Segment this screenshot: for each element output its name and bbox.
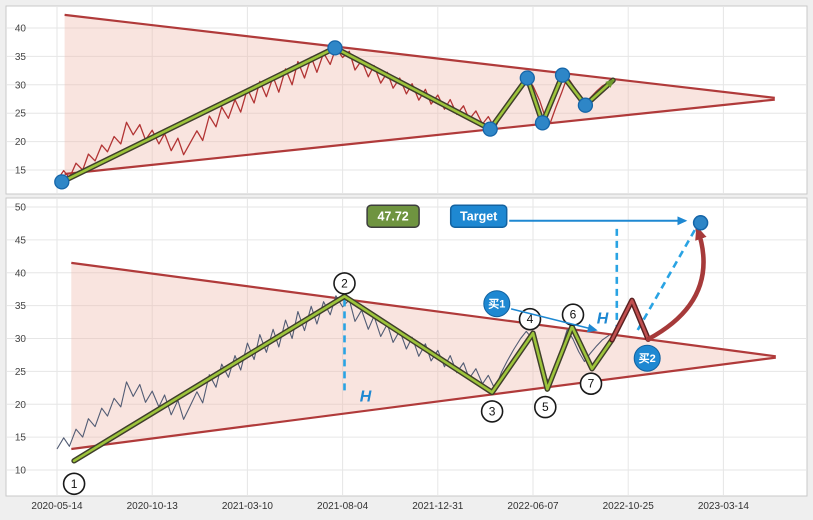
y-axis-tick-label: 20 xyxy=(15,137,27,148)
projection-arrow-curve xyxy=(645,225,707,342)
price-line xyxy=(56,295,610,450)
buy-pointer-arrow xyxy=(510,308,598,333)
pivot-dot xyxy=(554,67,571,83)
value-badge-label: 47.72 xyxy=(377,210,408,224)
buy1-marker: 买1 xyxy=(483,290,598,333)
y-axis-tick-label: 15 xyxy=(15,166,27,177)
pivot-dot xyxy=(482,121,498,137)
numbered-pivot-1: 1 xyxy=(62,472,86,496)
upper-panel-bg xyxy=(5,5,808,195)
numbered-pivot-6: 6 xyxy=(561,303,585,327)
target-badge: Target xyxy=(449,204,688,228)
buy-label: 买2 xyxy=(639,352,656,365)
y-axis-tick-label: 40 xyxy=(15,268,27,279)
x-axis-date-label: 2020-10-13 xyxy=(127,501,179,512)
pivot-number-label: 2 xyxy=(341,276,348,290)
pivot-dot xyxy=(577,97,594,113)
value-badge: 47.72 xyxy=(366,204,420,228)
numbered-pivot-3: 3 xyxy=(480,400,504,423)
triangle-lower-line xyxy=(71,356,776,451)
pivot-dot xyxy=(519,70,535,86)
gridlines xyxy=(7,199,806,495)
pivot-number-label: 7 xyxy=(588,377,595,391)
numbered-pivot-7: 7 xyxy=(579,372,603,396)
triangle-fill xyxy=(71,262,776,449)
x-axis-date-label: 2021-08-04 xyxy=(317,501,369,512)
h-measure-label: H xyxy=(597,310,609,327)
numbered-pivot-4: 4 xyxy=(518,307,542,331)
x-axis-date-label: 2022-06-07 xyxy=(507,501,559,512)
pivot-number-label: 5 xyxy=(542,400,549,414)
target-point xyxy=(692,215,709,231)
pivot-dot xyxy=(534,115,551,131)
y-axis-tick-label: 15 xyxy=(15,433,27,444)
x-axis-date-label: 2021-12-31 xyxy=(412,501,464,512)
red-impulse-line xyxy=(610,299,650,342)
triangle-upper-line xyxy=(71,261,776,358)
target-badge-label: Target xyxy=(460,210,498,224)
buy2-marker: 买2 xyxy=(633,344,661,372)
buy-label: 买1 xyxy=(488,298,505,311)
numbered-pivot-5: 5 xyxy=(533,395,557,419)
x-axis-date-label: 2023-03-14 xyxy=(698,501,750,512)
pivot-dot xyxy=(327,40,343,56)
pivot-number-label: 1 xyxy=(71,477,78,491)
pivot-dot xyxy=(54,174,70,190)
pivot-number-label: 4 xyxy=(527,312,534,326)
x-axis-date-label: 2022-10-25 xyxy=(603,501,655,512)
triangle-lower-line xyxy=(64,98,775,176)
x-axis-date-label: 2020-05-14 xyxy=(31,501,83,512)
x-axis-date-label: 2021-03-10 xyxy=(222,501,274,512)
y-axis-tick-label: 30 xyxy=(15,80,27,91)
upper-panel: 15 20 25 30 35 40 xyxy=(5,5,808,195)
numbered-pivot-2: 2 xyxy=(333,272,356,295)
pivot-number-label: 6 xyxy=(570,308,577,322)
triangle-upper-line xyxy=(64,13,775,99)
y-axis-tick-label: 20 xyxy=(15,400,27,411)
y-axis-tick-label: 50 xyxy=(15,203,27,214)
pivot-number-label: 3 xyxy=(489,404,496,418)
zigzag-line xyxy=(72,295,614,463)
y-axis-tick-label: 25 xyxy=(15,367,27,378)
y-axis-tick-label: 45 xyxy=(15,235,27,246)
y-axis-tick-label: 40 xyxy=(15,24,27,35)
y-axis-tick-label: 35 xyxy=(15,301,27,312)
y-axis-tick-label: 10 xyxy=(15,466,27,477)
h-measure-label: H xyxy=(360,389,372,406)
y-axis-tick-label: 30 xyxy=(15,334,27,345)
lower-panel-bg xyxy=(5,197,808,497)
y-axis-tick-label: 25 xyxy=(15,109,27,120)
y-axis-tick-label: 35 xyxy=(15,52,27,63)
